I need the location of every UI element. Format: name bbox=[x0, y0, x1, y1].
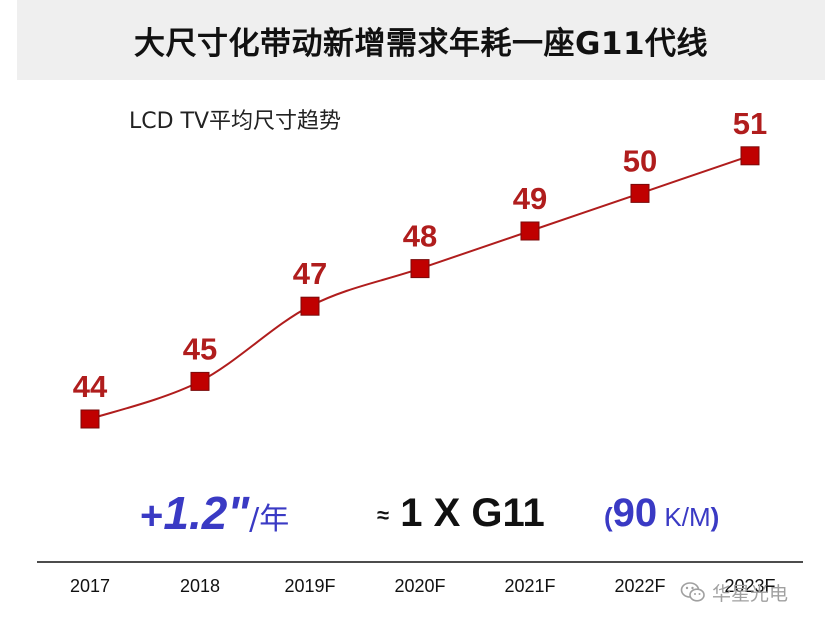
capacity-value: 90 bbox=[612, 491, 658, 535]
data-label-2018: 45 bbox=[183, 331, 217, 366]
capacity-annotation: (90 K/M) bbox=[604, 488, 719, 538]
g11-annotation: ≈ 1 X G11 bbox=[377, 488, 545, 538]
x-tick-2020F: 2020F bbox=[394, 576, 445, 596]
watermark-text: 华星光电 bbox=[712, 582, 789, 605]
capacity-close: ) bbox=[710, 502, 720, 532]
x-tick-2018: 2018 bbox=[180, 576, 220, 596]
g11-text: 1 X G11 bbox=[400, 491, 545, 535]
data-point-2021F bbox=[520, 221, 540, 241]
x-tick-labels: 2017 2018 2019F 2020F 2021F 2022F 2023F bbox=[70, 576, 776, 596]
data-point-2017 bbox=[80, 409, 100, 429]
page-title: 大尺寸化带动新增需求年耗一座G11代线 bbox=[133, 26, 709, 62]
data-label-2017: 44 bbox=[73, 369, 108, 404]
x-tick-2023F: 2023F bbox=[724, 576, 775, 596]
data-labels: 44 45 47 48 49 50 51 bbox=[73, 106, 767, 404]
data-label-2019F: 47 bbox=[293, 256, 327, 291]
inch-symbol: " bbox=[227, 487, 250, 539]
data-point-2019F bbox=[300, 296, 320, 316]
capacity-unit: K/M bbox=[657, 502, 711, 532]
growth-value: 1.2 bbox=[163, 487, 228, 539]
data-point-2018 bbox=[190, 371, 210, 391]
x-tick-2017: 2017 bbox=[70, 576, 110, 596]
data-point-2023F bbox=[740, 146, 760, 166]
data-label-2020F: 48 bbox=[403, 219, 437, 254]
approx-symbol: ≈ bbox=[377, 502, 390, 528]
x-tick-2022F: 2022F bbox=[614, 576, 665, 596]
title-bar: 大尺寸化带动新增需求年耗一座G11代线 bbox=[17, 0, 825, 80]
wechat-icon bbox=[680, 582, 705, 602]
data-point-2020F bbox=[410, 259, 430, 279]
data-point-2022F bbox=[630, 183, 650, 203]
growth-unit: /年 bbox=[249, 502, 290, 537]
data-markers bbox=[80, 146, 760, 429]
data-label-2021F: 49 bbox=[513, 181, 547, 216]
chart-title: LCD TV平均尺寸趋势 bbox=[129, 109, 342, 134]
data-label-2022F: 50 bbox=[623, 143, 657, 178]
x-tick-2019F: 2019F bbox=[284, 576, 335, 596]
data-label-2023F: 51 bbox=[733, 106, 767, 141]
x-tick-2021F: 2021F bbox=[504, 576, 555, 596]
watermark: 华星光电 bbox=[680, 577, 788, 607]
growth-annotation: +1.2"/年 bbox=[140, 488, 289, 538]
series-line bbox=[89, 154, 751, 420]
capacity-open: ( bbox=[604, 502, 613, 532]
growth-sign: + bbox=[140, 494, 164, 538]
